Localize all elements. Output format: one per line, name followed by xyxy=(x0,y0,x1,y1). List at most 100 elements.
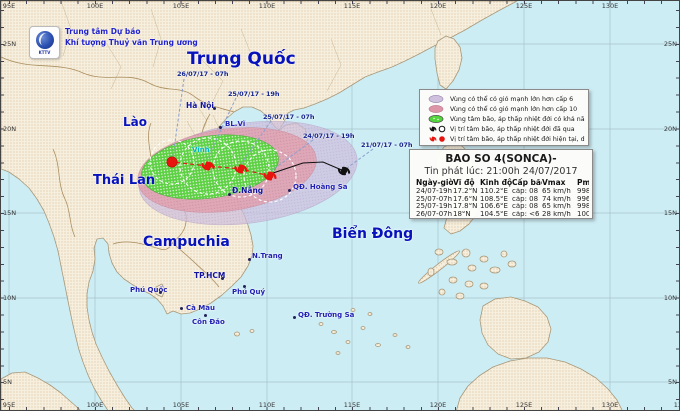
axis-label: 10N xyxy=(663,294,677,302)
city-label-truongsa: QĐ. Trường Sa xyxy=(298,311,355,319)
city-label-camau: Cà Mau xyxy=(186,304,215,312)
axis-label: 125E xyxy=(515,401,533,409)
axis-label: 105E xyxy=(172,2,190,10)
table-row: 24/07-19h 17.2°N 110.2°E cấp: 08 65 km/h… xyxy=(413,188,589,196)
cell-vmax: 65 km/h xyxy=(542,188,571,195)
column-header: Vĩ độ xyxy=(453,178,475,187)
axis-label: 10N xyxy=(3,294,17,302)
axis-label: 20N xyxy=(3,125,17,133)
axis-label: 95E xyxy=(2,401,16,409)
column-header: Kinh độ xyxy=(480,178,512,187)
city-marker-bachlongvi xyxy=(219,126,222,129)
city-label-phuquoc: Phú Quốc xyxy=(130,286,168,294)
forecast-depression-marker xyxy=(166,156,178,168)
label-connectors xyxy=(172,78,374,172)
cell-vmax: 74 km/h xyxy=(542,195,571,203)
axis-label: 120E xyxy=(429,401,447,409)
region-label-thailand: Thái Lan xyxy=(93,173,156,188)
storm-markers xyxy=(166,156,351,181)
cell-pmin: 998 mb xyxy=(577,203,589,211)
axis-label: 135E xyxy=(673,401,679,409)
legend-label: Vùng tâm bão, áp thấp nhiệt đới có khả n… xyxy=(450,115,585,123)
axis-label: 130E xyxy=(601,2,619,10)
phu-quoc-island xyxy=(155,283,166,298)
region-label-east-sea: Biển Đông xyxy=(332,226,414,242)
axis-label: 115E xyxy=(343,2,361,10)
axis-label: 25N xyxy=(3,40,17,48)
column-header: Vmax xyxy=(542,178,566,187)
axis-label: 100E xyxy=(86,401,104,409)
track-time-label-25-07: 25/07/17 - 07h xyxy=(263,113,315,121)
table-row: 25/07-07h 17.6°N 108.5°E cấp: 08 74 km/h… xyxy=(413,196,589,204)
cell-longitude: 108.5°E xyxy=(480,195,508,203)
cell-latitude: 17.6°N xyxy=(453,195,478,203)
axis-label: 25N xyxy=(663,40,677,48)
axis-label: 5N xyxy=(3,378,12,386)
cell-category: cấp: 08 xyxy=(512,195,539,203)
agency-name-line1: Trung tâm Dự báo xyxy=(65,27,141,36)
zone-wind10-icon xyxy=(428,105,444,113)
legend-box: Vùng có thể có gió mạnh lớn hơn cấp 6 Vù… xyxy=(419,89,589,146)
region-label-china: Trung Quốc xyxy=(187,49,296,69)
column-header: Pmin xyxy=(577,178,589,187)
legend-row-current-position: Vị trí tâm bão, áp thấp nhiệt đới hiện t… xyxy=(426,134,585,144)
taiwan-island xyxy=(434,35,463,90)
bottom-ticks xyxy=(9,407,675,410)
axis-label: 15N xyxy=(3,209,17,217)
cell-datetime: 25/07-19h xyxy=(416,203,453,211)
city-label-hoangsa: QĐ. Hoàng Sa xyxy=(293,183,348,191)
track-time-label-25-19: 25/07/17 - 19h xyxy=(228,90,280,98)
cell-latitude: 18°N xyxy=(453,210,471,218)
city-label-bachlongvi: BL.Vĩ xyxy=(225,120,246,128)
left-ticks xyxy=(1,10,4,406)
axis-label: 125E xyxy=(515,2,533,10)
cell-longitude: 110.2°E xyxy=(480,188,508,195)
city-marker-camau xyxy=(180,307,183,310)
globe-icon xyxy=(35,30,54,49)
cell-latitude: 17.2°N xyxy=(453,188,478,195)
right-ticks xyxy=(676,10,679,406)
mindanao-island xyxy=(479,296,552,360)
table-row: 25/07-19h 17.8°N 106.6°E cấp: 08 65 km/h… xyxy=(413,203,589,211)
city-label-hanoi: Hà Nội xyxy=(186,101,214,110)
borneo-island xyxy=(456,357,623,410)
legend-row-center-zone: Vùng tâm bão, áp thấp nhiệt đới có khả n… xyxy=(426,114,585,124)
city-label-danang: Đ.Nẵng xyxy=(232,186,264,195)
cell-pmin: 1008 mb xyxy=(577,210,589,218)
city-label-vinh: Vinh xyxy=(192,146,210,154)
column-header: Ngày-giờ xyxy=(416,178,453,187)
cell-pmin: 996 mb xyxy=(577,195,589,203)
agency-logo: KTTV xyxy=(29,26,60,59)
city-marker-tphcm xyxy=(221,277,224,280)
past-position-icon xyxy=(429,125,446,133)
storm-table-header: Ngày-giờ Vĩ độ Kinh độ Cấp bão Vmax Pmin xyxy=(413,178,589,188)
region-label-cambodia: Campuchia xyxy=(143,234,230,250)
uncertainty-circles xyxy=(149,137,297,203)
axis-label: 5N xyxy=(668,378,677,386)
top-ticks xyxy=(9,1,675,4)
cell-vmax: 65 km/h xyxy=(542,203,571,211)
spratly-islets xyxy=(234,308,411,355)
cell-datetime: 26/07-07h xyxy=(416,210,453,218)
current-position-icon xyxy=(429,136,445,142)
track-time-label-26-07: 26/07/17 - 07h xyxy=(177,70,229,78)
legend-row-wind10: Vùng có thể có gió mạnh lớn hơn cấp 10 xyxy=(426,104,585,114)
track-time-label-24-19: 24/07/17 - 19h xyxy=(303,132,355,140)
city-marker-condao xyxy=(204,314,207,317)
axis-label: 130E xyxy=(601,401,619,409)
cell-datetime: 25/07-07h xyxy=(416,195,453,203)
zone-center-icon xyxy=(428,115,444,123)
city-marker-truongsa xyxy=(293,316,296,319)
axis-label: 120E xyxy=(429,2,447,10)
city-marker-nhatrang xyxy=(248,258,251,261)
axis-label: 110E xyxy=(258,2,276,10)
legend-label: Vị trí tâm bão, áp thấp nhiệt đới đã qua xyxy=(450,125,575,133)
legend-row-past-position: Vị trí tâm bão, áp thấp nhiệt đới đã qua xyxy=(426,124,585,134)
cell-latitude: 17.8°N xyxy=(453,203,478,211)
cell-category: cấp: <6 xyxy=(512,210,540,218)
mainland-asia xyxy=(1,1,518,410)
axis-label: 110E xyxy=(258,401,276,409)
forecast-track-line xyxy=(171,161,271,177)
